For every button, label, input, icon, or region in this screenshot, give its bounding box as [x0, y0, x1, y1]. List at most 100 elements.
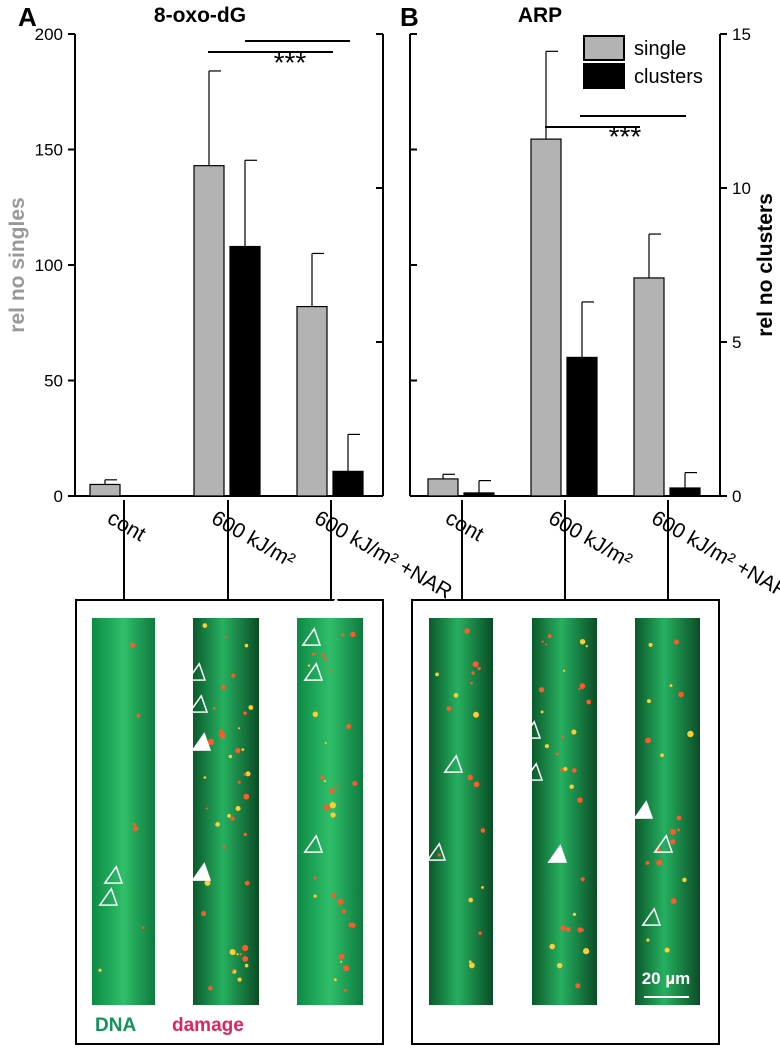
- damage-spot: [343, 965, 350, 972]
- damage-spot: [565, 927, 571, 932]
- damage-spot: [205, 807, 208, 810]
- chart-title: 8-oxo-dG: [154, 4, 246, 27]
- damage-spot: [212, 707, 216, 711]
- damage-spot: [670, 898, 677, 905]
- damage-spot: [468, 960, 472, 964]
- damage-spot: [321, 652, 325, 657]
- damage-spot: [687, 730, 694, 738]
- damage-spot: [586, 699, 592, 705]
- damage-spot: [207, 738, 215, 746]
- arrowhead: [523, 762, 544, 781]
- bar: [193, 165, 225, 497]
- annotation: ***: [609, 121, 642, 152]
- y-tick-label: 50: [44, 372, 63, 391]
- damage-spot: [645, 737, 651, 744]
- bar: [89, 483, 121, 497]
- damage-spot: [660, 753, 664, 758]
- damage-spot: [228, 754, 233, 759]
- legend-label: clusters: [634, 66, 703, 88]
- damage-spot: [678, 691, 684, 698]
- damage-spot: [222, 846, 226, 849]
- damage-spot: [142, 926, 145, 930]
- damage-spot: [329, 802, 336, 809]
- chart-title: ARP: [518, 4, 562, 27]
- damage-spot: [656, 859, 663, 866]
- bar: [566, 356, 598, 497]
- damage-spot: [340, 960, 343, 963]
- y2-tick-label: 15: [732, 25, 751, 44]
- y2-tick-label: 0: [732, 487, 741, 506]
- damage-spot: [580, 877, 585, 882]
- damage-spot: [132, 826, 138, 832]
- damage-spot: [202, 623, 208, 628]
- bar: [427, 478, 459, 497]
- damage-spot: [236, 953, 239, 956]
- arrowhead: [641, 907, 662, 926]
- damage-spot: [453, 693, 459, 698]
- damage-spot: [235, 805, 241, 812]
- damage-spot: [239, 952, 242, 956]
- damage-spot: [544, 744, 549, 749]
- micrograph: [429, 618, 493, 1005]
- damage-spot: [323, 804, 331, 811]
- arrowhead: [323, 597, 344, 616]
- y2-tick-label: 5: [732, 333, 741, 352]
- bar: [463, 492, 495, 497]
- damage-spot: [311, 652, 316, 656]
- damage-spot: [248, 705, 254, 710]
- damage-spot: [547, 634, 552, 639]
- damage-spot: [571, 768, 577, 773]
- panel-label: B: [400, 2, 419, 32]
- damage-spot: [480, 828, 486, 833]
- arrowhead: [547, 844, 568, 863]
- y-tick-label: 0: [54, 487, 63, 506]
- arrowhead: [426, 842, 447, 861]
- micrograph: [532, 618, 597, 1005]
- damage-spot: [328, 788, 335, 795]
- damage-spot: [243, 832, 248, 837]
- damage-spot: [540, 710, 544, 714]
- damage-spot: [571, 729, 577, 735]
- damage-spot: [670, 828, 677, 835]
- damage-spot: [323, 780, 326, 783]
- damage-spot: [470, 681, 473, 685]
- damage-spot: [203, 776, 207, 779]
- damage-spot: [243, 711, 247, 716]
- damage-spot: [556, 962, 563, 969]
- bar: [229, 245, 261, 497]
- damage-spot: [330, 893, 336, 899]
- x-tick-label: cont: [104, 506, 150, 546]
- damage-spot: [577, 797, 583, 803]
- damage-spot: [231, 673, 236, 678]
- damage-spot: [241, 748, 245, 751]
- damage-spot: [585, 645, 588, 648]
- y2-tick-label: 10: [732, 179, 751, 198]
- damage-spot: [313, 876, 317, 880]
- legend-label: single: [634, 38, 686, 60]
- damage-spot: [344, 989, 347, 992]
- damage-spot: [229, 949, 236, 956]
- bar: [633, 277, 665, 497]
- damage-spot: [669, 979, 674, 984]
- legend-swatch: [583, 35, 625, 61]
- damage-spot: [648, 642, 653, 647]
- arrowhead: [303, 662, 324, 681]
- damage-spot: [231, 969, 234, 972]
- panel-label: A: [18, 2, 37, 32]
- micrographs: [92, 597, 700, 1005]
- damage-spot: [560, 925, 566, 931]
- damage-spot: [471, 671, 475, 675]
- damage-spot: [98, 968, 102, 972]
- damage-spot: [238, 727, 241, 730]
- damage-spot: [313, 894, 317, 898]
- damage-spot: [446, 706, 452, 712]
- arrowhead: [186, 662, 207, 681]
- damage-spot: [307, 664, 311, 667]
- damage-spot: [346, 723, 352, 729]
- channel-label: damage: [172, 1015, 244, 1036]
- bar: [332, 470, 364, 497]
- damage-spot: [545, 643, 548, 646]
- damage-spot: [227, 813, 231, 818]
- damage-spot: [579, 638, 586, 645]
